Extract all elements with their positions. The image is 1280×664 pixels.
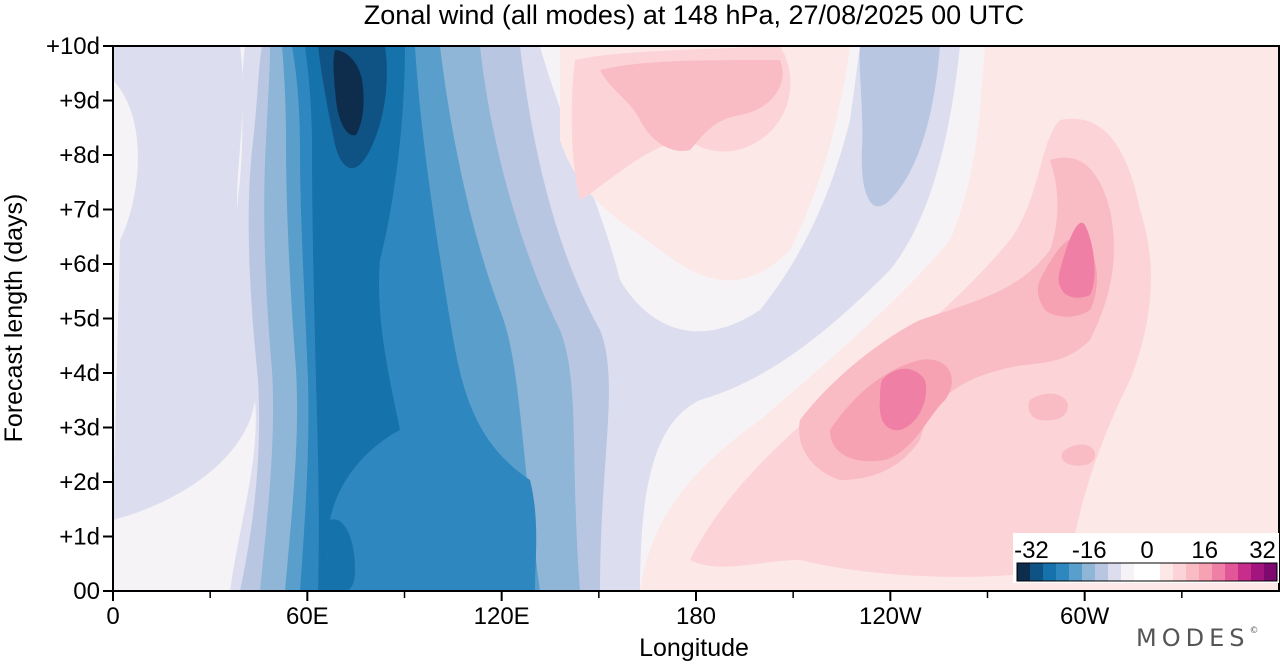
band-negative-mid-lobe	[343, 250, 380, 395]
modes-logo: MODES©	[1136, 624, 1258, 652]
y-tick-label: 00	[73, 578, 100, 605]
colorbar-swatch	[1108, 563, 1122, 581]
colorbar-swatch	[1082, 563, 1096, 581]
y-tick-label: +4d	[59, 360, 100, 387]
y-tick-label: +6d	[59, 251, 100, 278]
band-positive-lobe-lower	[1028, 393, 1068, 421]
y-axis: 00 +1d +2d +3d +4d +5d +6d +7d +8d +9d +10d	[46, 33, 113, 605]
band-negative-east-pacific	[859, 46, 940, 207]
y-tick-label: +2d	[59, 469, 100, 496]
y-tick-label: +7d	[59, 197, 100, 224]
x-tick-label: 0	[106, 603, 119, 630]
y-tick-label: +1d	[59, 524, 100, 551]
colorbar-swatch	[1173, 563, 1187, 581]
colorbar-label: 0	[1140, 537, 1153, 564]
band-negative-low-lobe	[327, 519, 355, 591]
colorbar-swatch	[1238, 563, 1252, 581]
colorbar-swatch	[1134, 563, 1148, 581]
band-positive-lobe-low	[1061, 444, 1095, 466]
colorbar-swatch	[1095, 563, 1109, 581]
y-tick-label: +8d	[59, 142, 100, 169]
colorbar-swatch	[1147, 563, 1161, 581]
colorbar-swatch	[1030, 563, 1044, 581]
x-tick-label: 60E	[286, 603, 329, 630]
x-tick-label: 120W	[859, 603, 922, 630]
brand-text: MODES	[1136, 624, 1250, 652]
band-positive-core-north	[1058, 222, 1095, 298]
x-axis: 0 60E 120E 180 120W 60W	[106, 591, 1183, 630]
colorbar-swatch	[1251, 563, 1265, 581]
x-tick-label: 120E	[474, 603, 530, 630]
y-tick-label: +10d	[46, 33, 100, 60]
colorbar: -32 -16 0 16 32	[1013, 533, 1279, 583]
band-positive-level-3-central	[600, 60, 783, 151]
colorbar-swatch	[1225, 563, 1239, 581]
y-axis-label: Forecast length (days)	[0, 194, 28, 443]
x-tick-label: 180	[676, 603, 716, 630]
x-tick-label: 60W	[1060, 603, 1110, 630]
colorbar-swatch	[1186, 563, 1200, 581]
colorbar-swatch	[1121, 563, 1135, 581]
band-weak-negative-west-2	[123, 298, 200, 420]
colorbar-swatch	[1212, 563, 1226, 581]
colorbar-swatch	[1160, 563, 1174, 581]
y-tick-label: +9d	[59, 88, 100, 115]
colorbar-frame	[1016, 562, 1278, 582]
chart-title: Zonal wind (all modes) at 148 hPa, 27/08…	[364, 0, 1024, 30]
colorbar-label: 32	[1249, 537, 1276, 564]
brand-mark: ©	[1249, 626, 1259, 636]
y-tick-label: +3d	[59, 415, 100, 442]
colorbar-swatch	[1056, 563, 1070, 581]
colorbar-swatch	[1264, 563, 1278, 581]
colorbar-swatch	[1199, 563, 1213, 581]
band-positive-core-south	[879, 368, 927, 431]
colorbar-label: -16	[1072, 537, 1107, 564]
colorbar-label: -32	[1014, 537, 1049, 564]
x-axis-label: Longitude	[639, 634, 749, 662]
colorbar-swatch	[1017, 563, 1031, 581]
colorbar-label: 16	[1191, 537, 1218, 564]
y-tick-label: +5d	[59, 306, 100, 333]
colorbar-swatch	[1043, 563, 1057, 581]
colorbar-swatch	[1069, 563, 1083, 581]
heatmap-field	[113, 46, 1279, 591]
band-negative-core	[333, 50, 364, 136]
